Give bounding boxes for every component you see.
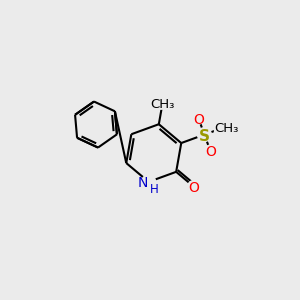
Text: N: N xyxy=(137,176,148,190)
Text: O: O xyxy=(188,181,199,195)
Circle shape xyxy=(193,113,204,124)
FancyBboxPatch shape xyxy=(151,97,174,109)
Text: O: O xyxy=(193,113,204,127)
FancyBboxPatch shape xyxy=(214,121,238,133)
Circle shape xyxy=(197,128,211,142)
Circle shape xyxy=(205,145,216,156)
Text: CH₃: CH₃ xyxy=(214,122,238,135)
Text: H: H xyxy=(149,183,158,196)
Circle shape xyxy=(142,175,156,189)
Text: O: O xyxy=(205,145,216,159)
Circle shape xyxy=(188,181,200,193)
Text: CH₃: CH₃ xyxy=(150,98,175,111)
Text: S: S xyxy=(199,129,210,144)
